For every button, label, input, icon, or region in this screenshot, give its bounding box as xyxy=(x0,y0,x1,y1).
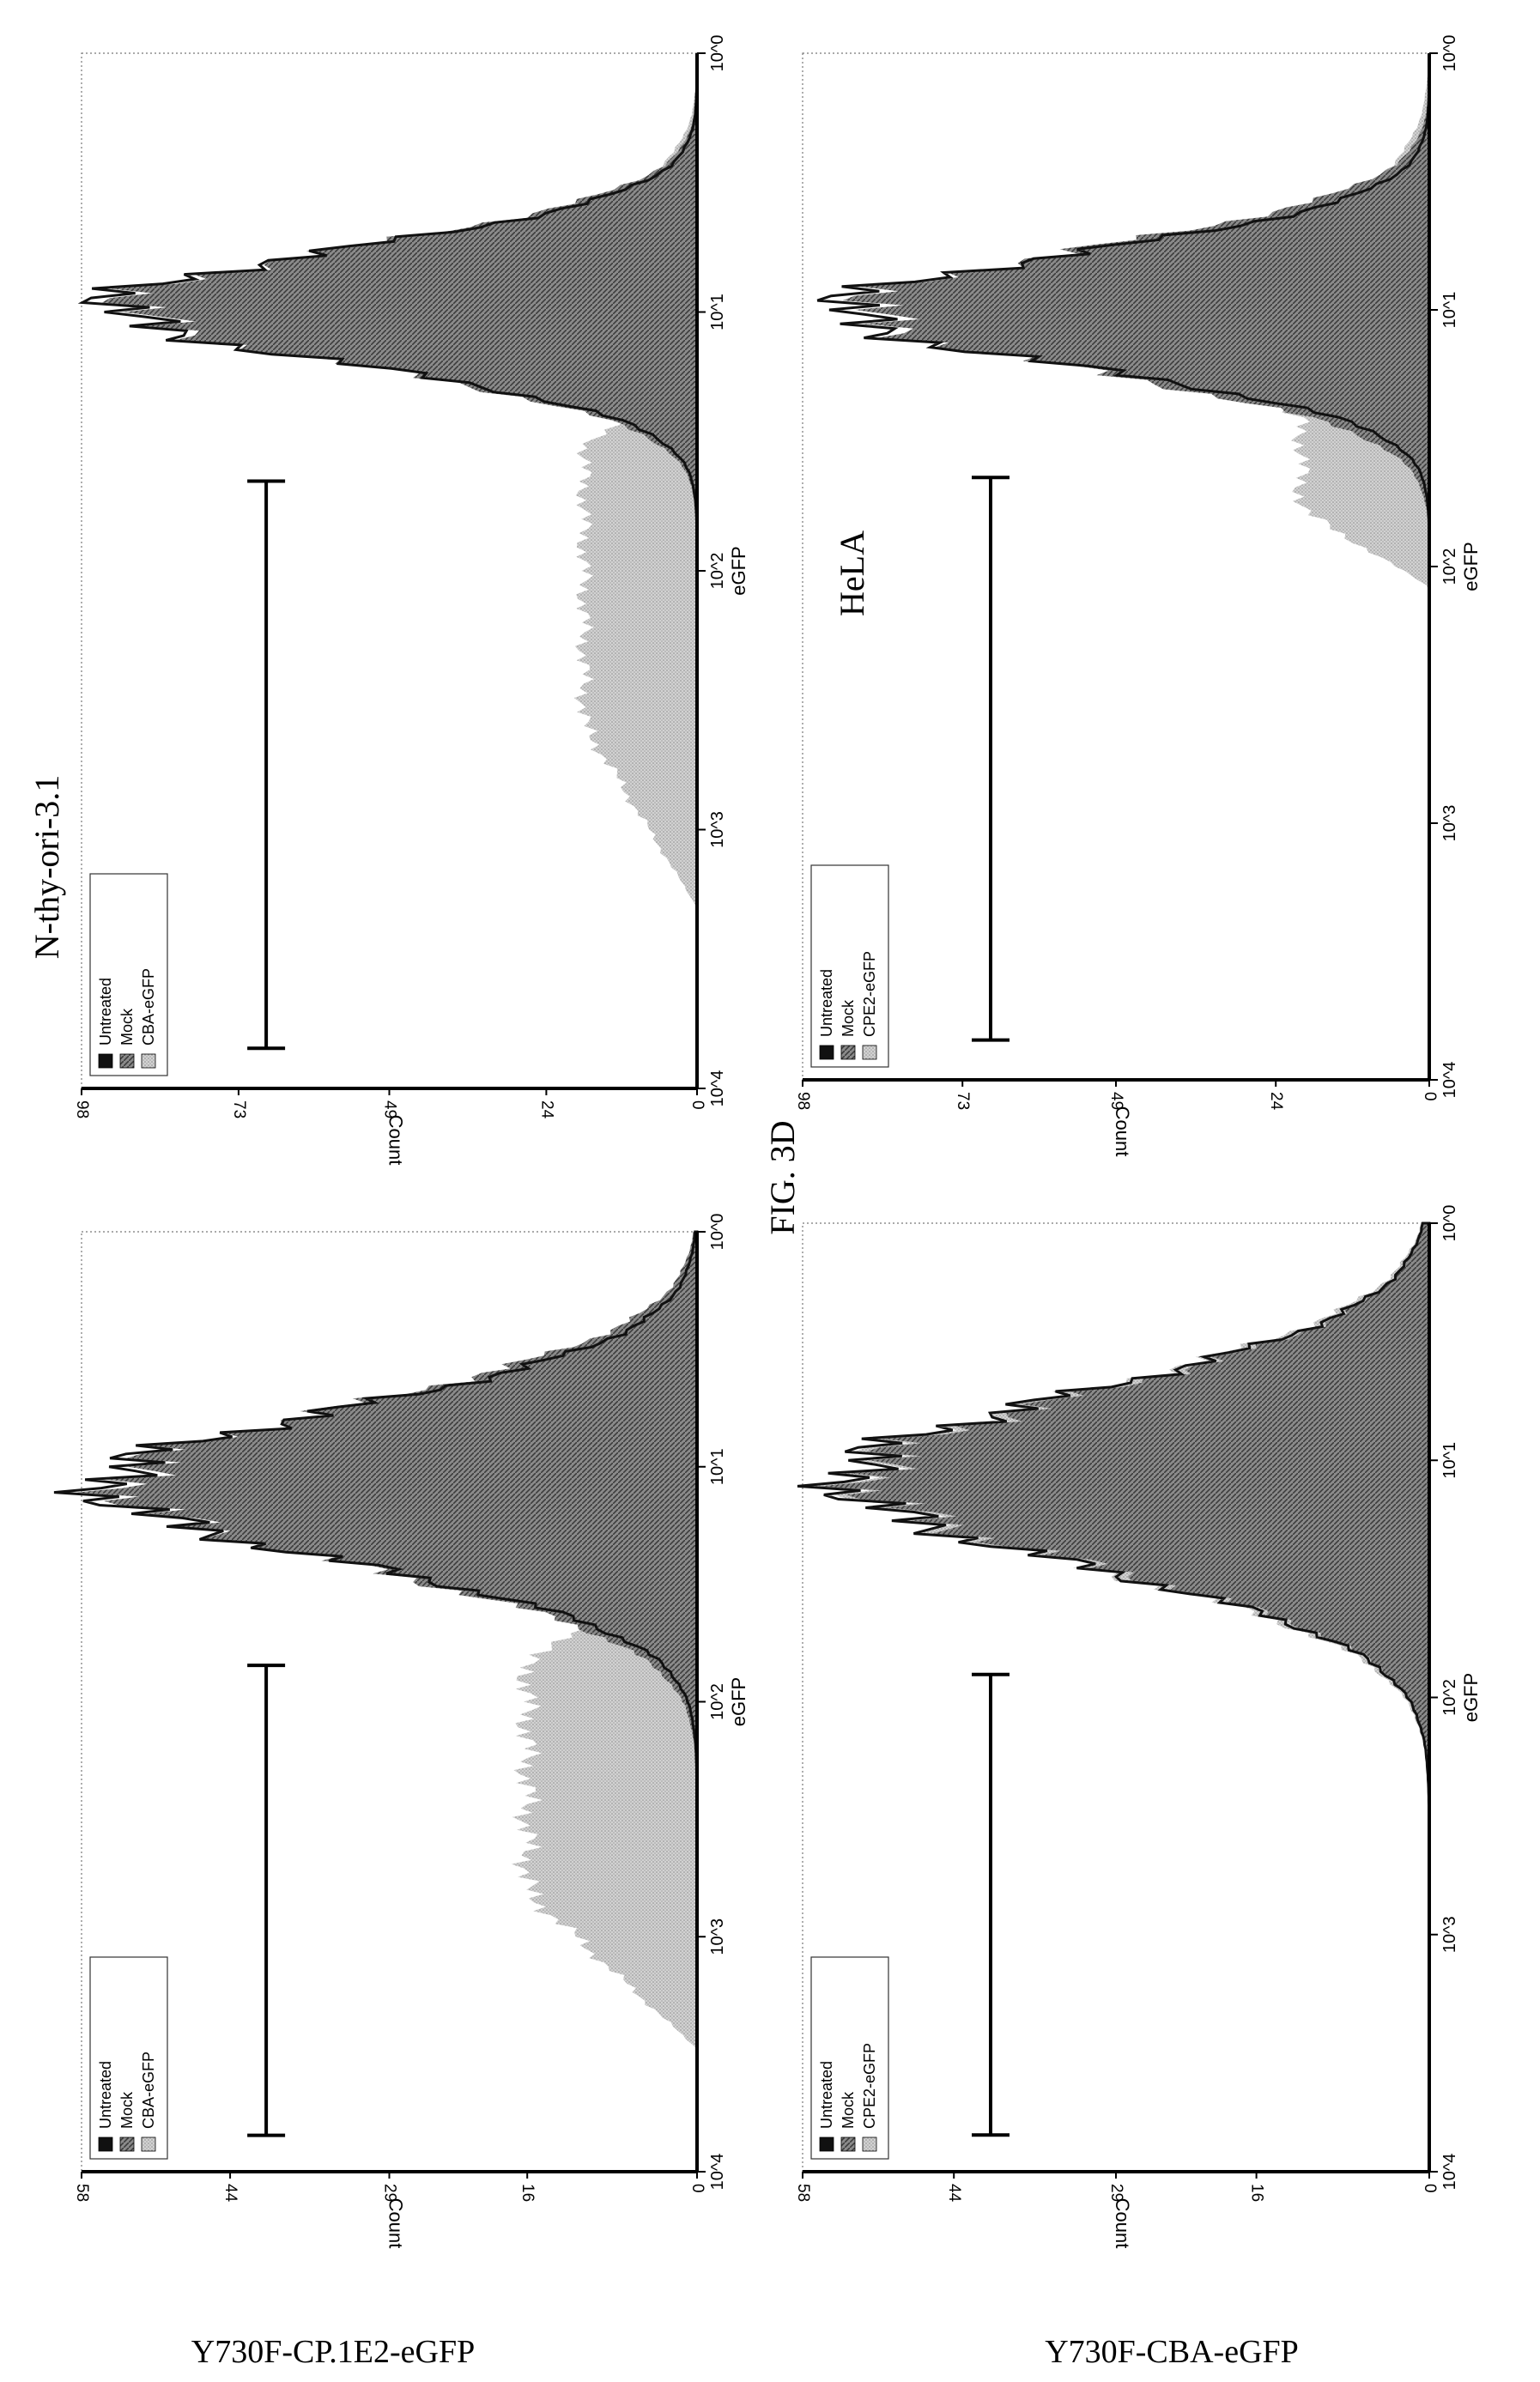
y-tick-label: 49 xyxy=(1107,1092,1125,1110)
y-tick-label: 24 xyxy=(1267,1092,1285,1111)
legend-swatch xyxy=(840,2137,856,2152)
x-tick-label: 10^3 xyxy=(708,811,727,848)
legend-entry: Mock xyxy=(840,2091,857,2129)
y-tick-label: 29 xyxy=(1107,2184,1125,2202)
y-tick-label: 29 xyxy=(380,2184,398,2202)
x-tick-label: 10^3 xyxy=(708,1918,727,1955)
legend-box xyxy=(89,1956,168,2160)
y-tick-label: 98 xyxy=(794,1092,812,1110)
x-tick-label: 10^1 xyxy=(708,1448,727,1485)
row-title-top: Y730F-CP.1E2-eGFP xyxy=(191,2334,475,2370)
x-tick-label: 10^0 xyxy=(708,1214,727,1251)
y-axis-title: Count xyxy=(385,2198,407,2249)
y-axis-title: Count xyxy=(1112,1106,1133,1157)
y-tick-label: 0 xyxy=(1421,1092,1439,1101)
legend-box xyxy=(89,873,168,1076)
series-area-mock xyxy=(842,53,1429,1080)
y-tick-label: 44 xyxy=(221,2184,239,2203)
column-title-right: HeLA xyxy=(833,530,871,616)
y-tick-label: 49 xyxy=(380,1100,398,1118)
legend-swatch xyxy=(119,2137,135,2152)
x-tick-label: 10^2 xyxy=(1440,1679,1459,1716)
x-axis-title: eGFP xyxy=(1460,542,1482,591)
x-tick-label: 10^2 xyxy=(708,553,727,590)
legend-entry: Untreated xyxy=(97,978,114,1046)
x-axis-title: eGFP xyxy=(1460,1673,1482,1722)
x-tick-label: 10^4 xyxy=(1440,1062,1459,1099)
series-area-mock xyxy=(76,1232,697,2172)
x-tick-label: 10^3 xyxy=(1440,1916,1459,1953)
y-tick-label: 58 xyxy=(73,2184,91,2202)
y-tick-label: 0 xyxy=(688,1100,706,1110)
legend-entry: CBA-eGFP xyxy=(140,968,157,1046)
x-tick-label: 10^4 xyxy=(708,2154,727,2191)
y-tick-label: 0 xyxy=(1421,2184,1439,2193)
chart-bottom-right: 0 24 49 73 98 10^0 10^1 10^2 10^3 10^4 eGFP Count Un… xyxy=(794,35,1482,1157)
chart-bottom-left: 0 16 29 44 58 10^0 10^1 10^2 10^3 10^4 eGFP Count Un… xyxy=(794,1205,1482,2249)
legend-entry: Mock xyxy=(118,1008,136,1046)
legend-entry: Untreated xyxy=(818,969,835,1037)
y-tick-label: 44 xyxy=(945,2184,963,2203)
legend-swatch xyxy=(862,2137,877,2152)
legend-entry: Untreated xyxy=(818,2061,835,2129)
x-tick-label: 10^4 xyxy=(708,1070,727,1107)
figure-label: FIG. 3D xyxy=(763,1120,802,1234)
legend-swatch xyxy=(119,1053,135,1069)
chart-top-left: 0 16 29 44 58 10^0 10^1 10^2 10^3 10^4 eGFP Count Un… xyxy=(53,1214,749,2249)
y-tick-label: 0 xyxy=(688,2184,706,2193)
legend-box xyxy=(810,1956,889,2160)
y-tick-label: 73 xyxy=(954,1092,972,1110)
y-tick-label: 24 xyxy=(537,1100,555,1119)
legend-swatch xyxy=(862,1045,877,1060)
x-axis-title: eGFP xyxy=(728,546,749,595)
legend-box xyxy=(810,864,889,1068)
x-tick-label: 10^1 xyxy=(708,294,727,330)
y-tick-label: 16 xyxy=(1248,2184,1266,2202)
legend-entry: CPE2-eGFP xyxy=(861,2043,878,2129)
x-tick-label: 10^0 xyxy=(1440,35,1459,72)
column-title-left: N-thy-ori-3.1 xyxy=(27,775,66,959)
legend-swatch xyxy=(840,1045,856,1060)
x-tick-label: 10^1 xyxy=(1440,292,1459,329)
row-title-bottom: Y730F-CBA-eGFP xyxy=(1045,2334,1299,2370)
chart-panels: 0 16 29 44 58 10^0 10^1 10^2 10^3 10^4 eGFP Count Un… xyxy=(53,35,1482,2249)
chart-top-right: 0 24 49 73 98 10^0 10^1 10^2 10^3 10^4 eGFP Count Un… xyxy=(73,35,749,1166)
x-tick-label: 10^0 xyxy=(708,35,727,72)
x-tick-label: 10^2 xyxy=(708,1683,727,1720)
legend-swatch xyxy=(819,1045,834,1060)
x-tick-label: 10^3 xyxy=(1440,805,1459,842)
x-axis-title: eGFP xyxy=(728,1677,749,1726)
x-tick-label: 10^1 xyxy=(1440,1442,1459,1479)
legend-swatch xyxy=(98,2137,113,2152)
y-axis-title: Count xyxy=(385,1115,407,1166)
x-tick-label: 10^0 xyxy=(1440,1205,1459,1242)
legend-swatch xyxy=(98,1053,113,1069)
y-tick-label: 16 xyxy=(518,2184,537,2202)
legend-entry: Mock xyxy=(840,999,857,1037)
legend-entry: CBA-eGFP xyxy=(140,2052,157,2129)
y-tick-label: 98 xyxy=(73,1100,91,1118)
y-axis-title: Count xyxy=(1112,2198,1133,2249)
series-area-mock xyxy=(821,1223,1429,2172)
legend-entry: Mock xyxy=(118,2091,136,2129)
legend-entry: Untreated xyxy=(97,2061,114,2129)
series-area-mock xyxy=(102,53,697,1088)
legend-swatch xyxy=(819,2137,834,2152)
y-tick-label: 73 xyxy=(230,1100,248,1118)
y-tick-label: 58 xyxy=(794,2184,812,2202)
x-tick-label: 10^2 xyxy=(1440,549,1459,585)
legend-swatch xyxy=(141,2137,156,2152)
x-tick-label: 10^4 xyxy=(1440,2154,1459,2191)
legend-entry: CPE2-eGFP xyxy=(861,951,878,1037)
legend-swatch xyxy=(141,1053,156,1069)
